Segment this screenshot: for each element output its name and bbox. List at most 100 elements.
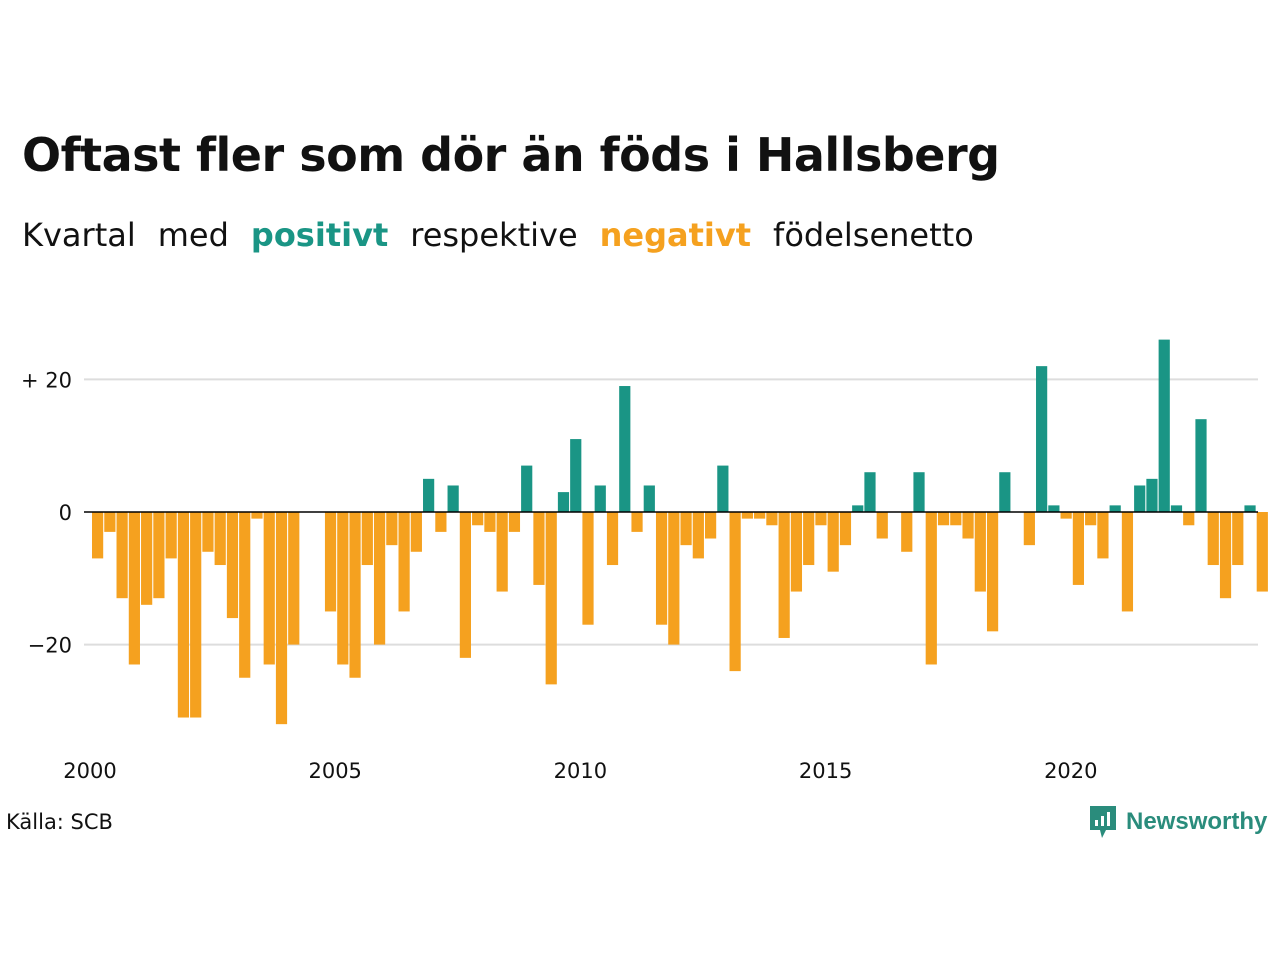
bar [324, 512, 337, 612]
chart-title: Oftast fler som dör än föds i Hallsberg [22, 128, 1000, 182]
bar [1170, 505, 1183, 512]
source-note: Källa: SCB [6, 810, 113, 834]
bar [1195, 419, 1207, 512]
bar [177, 512, 190, 718]
bar [484, 512, 496, 532]
chart-subtitle: Kvartal med positivt respektive negativt föde… [22, 216, 996, 254]
bar [447, 485, 459, 512]
subtitle-word-kvartal: Kvartal [22, 216, 136, 254]
bar [937, 512, 950, 526]
bar [373, 512, 386, 645]
bar [950, 512, 962, 526]
bar [864, 472, 876, 512]
bar [986, 512, 999, 632]
bar [410, 512, 422, 552]
bar [545, 512, 557, 685]
bar [1134, 485, 1146, 512]
bar [288, 512, 300, 645]
bar [386, 512, 398, 546]
bar [594, 485, 606, 512]
bar [631, 512, 643, 532]
subtitle-positive-label: positivt [250, 216, 389, 254]
subtitle-negative-label: negativt [599, 216, 752, 254]
bar [472, 512, 484, 526]
bar [459, 512, 471, 658]
bar [790, 512, 803, 592]
bar [827, 512, 839, 572]
bar [263, 512, 275, 665]
bar [1036, 366, 1048, 512]
bar [116, 512, 128, 599]
bar [1146, 478, 1158, 512]
bar [202, 512, 214, 552]
bar [1158, 339, 1170, 512]
bar [226, 512, 239, 619]
bar [214, 512, 226, 566]
bar [533, 512, 545, 585]
bar [1048, 505, 1060, 512]
x-tick-label: 2000 [63, 759, 116, 783]
bar [692, 512, 704, 559]
bar [1232, 512, 1244, 566]
bar [962, 512, 974, 539]
bar [974, 512, 986, 592]
bar [1207, 512, 1219, 566]
x-tick-label: 2010 [554, 759, 607, 783]
y-tick-label: + 20 [21, 368, 72, 392]
bar [1085, 512, 1097, 526]
bar [349, 512, 361, 678]
x-tick-label: 2015 [799, 759, 852, 783]
y-tick-label: −20 [28, 634, 72, 658]
newsworthy-logo-icon [1090, 806, 1116, 838]
bar [190, 512, 202, 718]
bar [999, 472, 1011, 512]
bar [655, 512, 668, 625]
bar [754, 512, 766, 519]
bar [398, 512, 410, 612]
bar [508, 512, 521, 532]
x-tick-label: 2005 [308, 759, 361, 783]
x-tick-label: 2020 [1044, 759, 1097, 783]
bar [557, 492, 570, 512]
brand-name: Newsworthy [1126, 808, 1268, 835]
bar [92, 512, 104, 559]
bar [643, 485, 655, 512]
bar [1097, 512, 1109, 559]
bar [496, 512, 508, 592]
bar [619, 386, 631, 512]
bar [165, 512, 177, 559]
bar [1072, 512, 1084, 585]
bar [521, 465, 533, 512]
bar-chart: + 20 0 −20 2000 2005 2010 2015 2020 [21, 339, 1268, 783]
bar [803, 512, 815, 566]
bar [778, 512, 790, 638]
bar [337, 512, 349, 665]
bar [717, 465, 729, 512]
bar [251, 512, 263, 519]
bar [361, 512, 373, 566]
bar [876, 512, 888, 539]
bar [582, 512, 594, 625]
bar [435, 512, 447, 532]
bar [141, 512, 153, 605]
bar [705, 512, 717, 539]
bar [423, 478, 435, 512]
bar [925, 512, 937, 665]
bar [901, 512, 913, 552]
brand-logo: Newsworthy [1088, 804, 1267, 840]
bar [1219, 512, 1232, 599]
bar [570, 439, 582, 512]
bar [766, 512, 778, 526]
bar [1023, 512, 1035, 546]
bar [1256, 512, 1268, 592]
bar [275, 512, 288, 725]
subtitle-word-med: med [157, 216, 229, 254]
subtitle-word-respektive: respektive [410, 216, 578, 254]
y-tick-label: 0 [59, 501, 72, 525]
bar [852, 505, 864, 512]
bar [680, 512, 692, 546]
bar [1109, 505, 1121, 512]
bar [913, 472, 925, 512]
bar [1244, 505, 1256, 512]
bar [153, 512, 165, 599]
